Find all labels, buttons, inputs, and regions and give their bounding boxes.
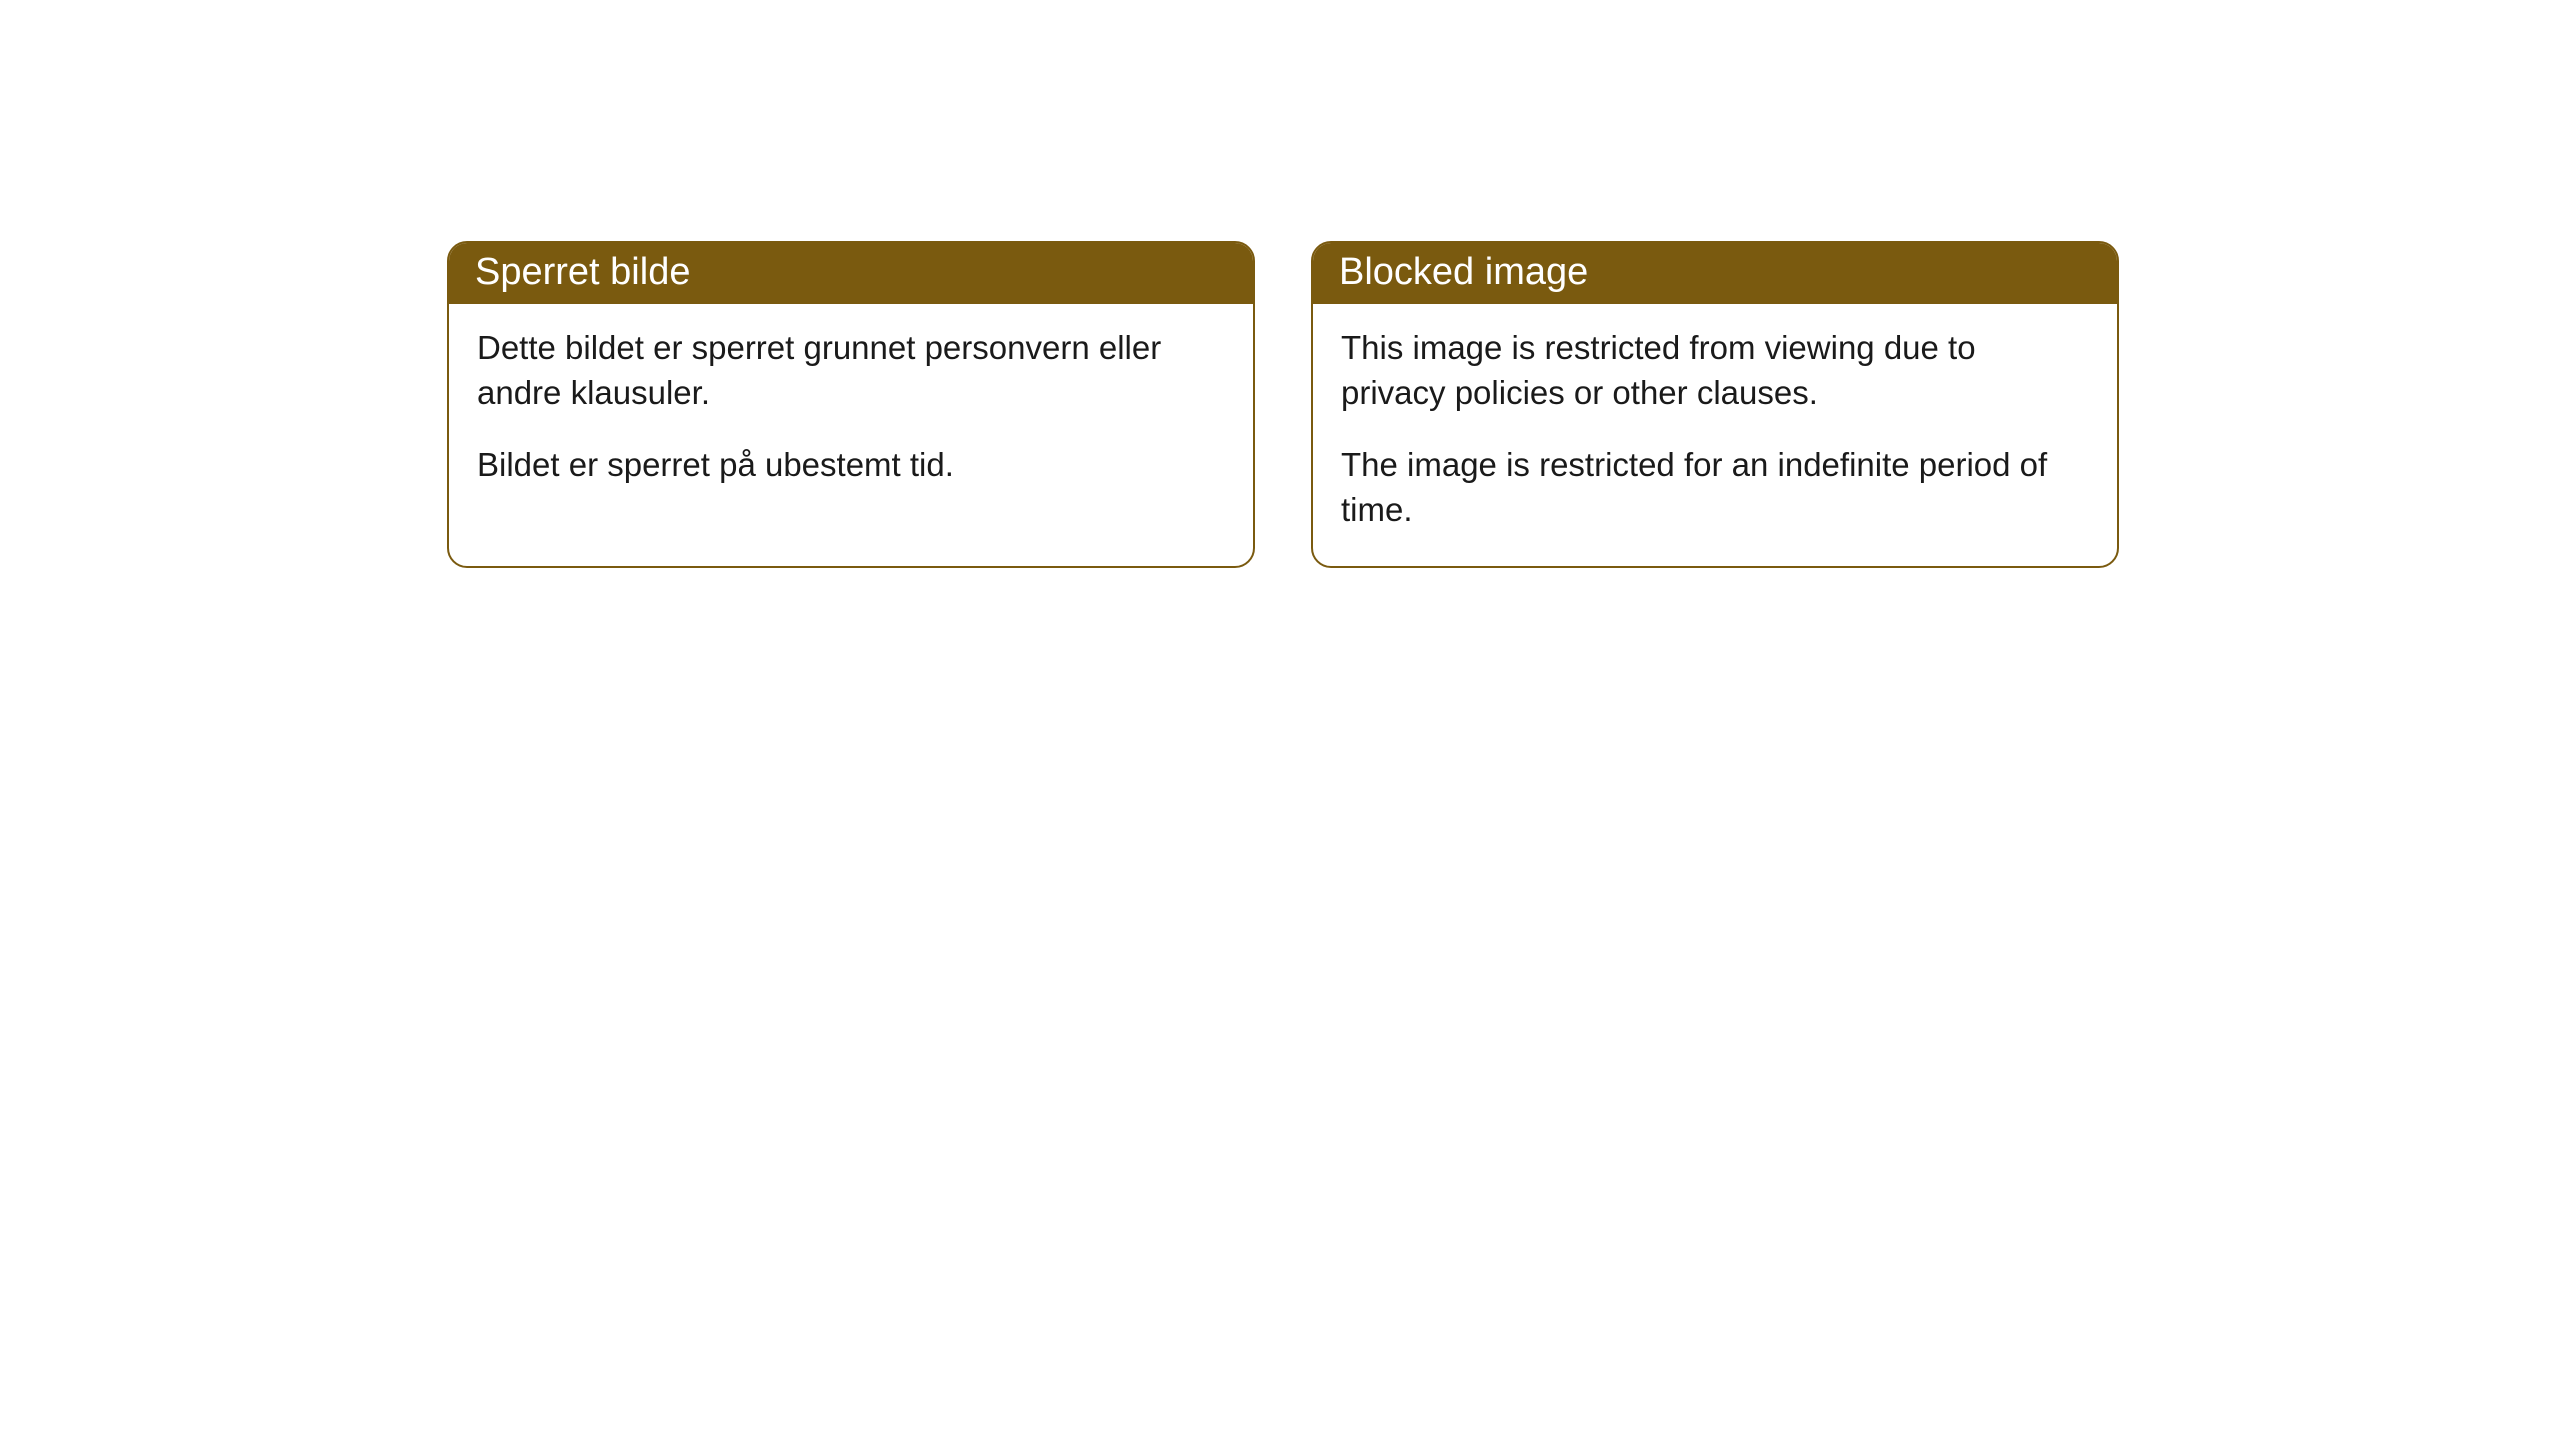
notice-text-norwegian-1: Dette bildet er sperret grunnet personve…: [477, 326, 1225, 415]
notice-text-english-2: The image is restricted for an indefinit…: [1341, 443, 2089, 532]
notice-panel-norwegian: Sperret bilde Dette bildet er sperret gr…: [447, 241, 1255, 568]
notice-text-norwegian-2: Bildet er sperret på ubestemt tid.: [477, 443, 1225, 488]
panel-body-english: This image is restricted from viewing du…: [1313, 304, 2117, 566]
panel-title-norwegian: Sperret bilde: [449, 243, 1253, 304]
notice-panel-english: Blocked image This image is restricted f…: [1311, 241, 2119, 568]
panel-title-english: Blocked image: [1313, 243, 2117, 304]
panel-body-norwegian: Dette bildet er sperret grunnet personve…: [449, 304, 1253, 522]
notice-text-english-1: This image is restricted from viewing du…: [1341, 326, 2089, 415]
notice-panels-container: Sperret bilde Dette bildet er sperret gr…: [447, 241, 2560, 568]
